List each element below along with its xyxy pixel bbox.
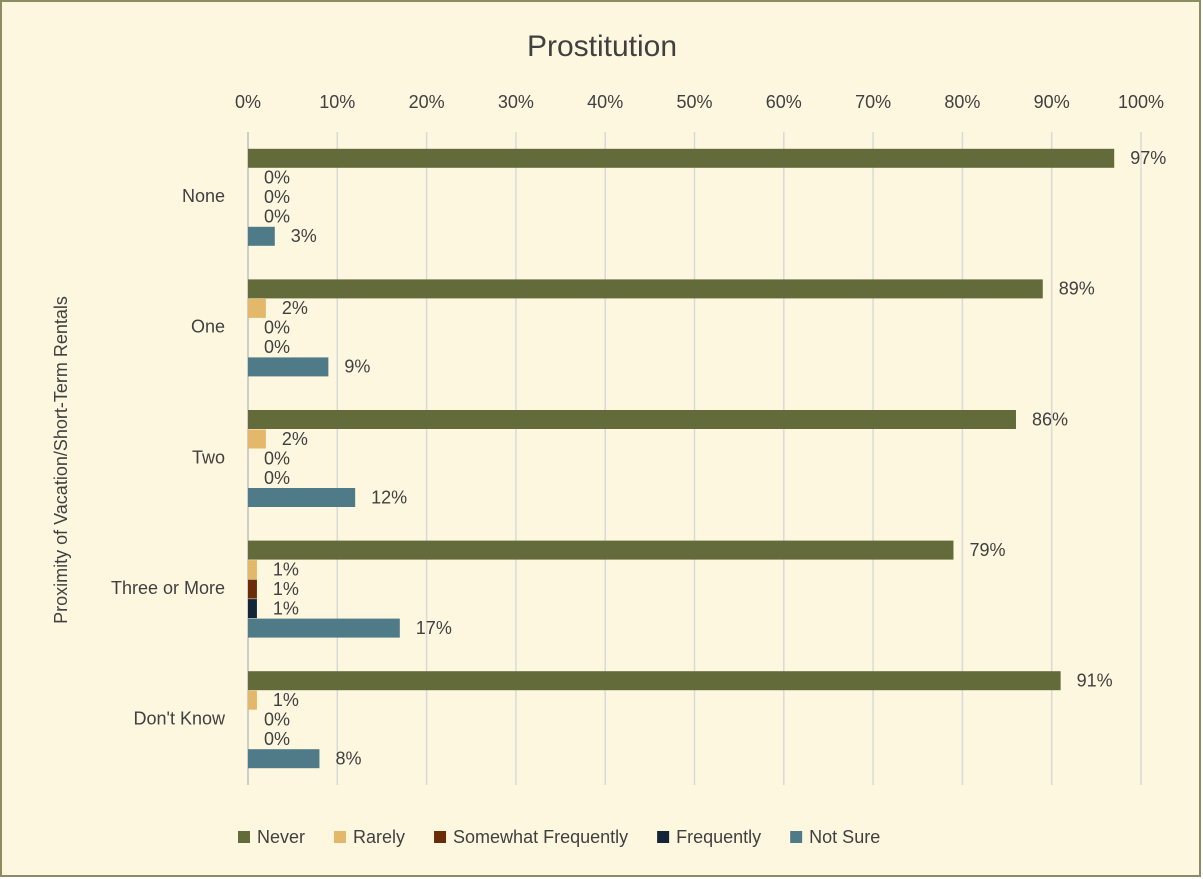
x-tick-label: 70% (855, 92, 891, 112)
data-label: 2% (282, 298, 308, 318)
legend-swatch (657, 831, 670, 843)
data-label: 1% (273, 579, 299, 599)
bar (248, 671, 1061, 691)
legend-label: Never (257, 827, 305, 847)
bar (248, 540, 954, 560)
data-label: 1% (273, 690, 299, 710)
legend-swatch (434, 831, 447, 843)
bar (248, 429, 266, 449)
bar (248, 749, 320, 769)
data-label: 86% (1032, 409, 1068, 429)
data-label: 3% (291, 226, 317, 246)
x-tick-label: 60% (766, 92, 802, 112)
x-tick-label: 100% (1118, 92, 1164, 112)
data-label: 0% (264, 207, 290, 227)
data-label: 89% (1059, 279, 1095, 299)
bar (248, 279, 1043, 299)
legend-swatch (790, 831, 803, 843)
x-tick-label: 80% (944, 92, 980, 112)
data-label: 0% (264, 729, 290, 749)
data-label: 79% (969, 540, 1005, 560)
legend-swatch (238, 831, 250, 843)
bar (248, 298, 266, 318)
data-label: 17% (416, 618, 452, 638)
bar (248, 579, 257, 599)
data-label: 1% (273, 598, 299, 618)
x-tick-label: 50% (676, 92, 712, 112)
bar (248, 618, 400, 638)
data-label: 97% (1130, 148, 1166, 168)
legend-label: Somewhat Frequently (453, 827, 628, 847)
y-axis-label: Proximity of Vacation/Short-Term Rentals (51, 296, 71, 624)
y-tick-label: Three or More (111, 578, 225, 598)
data-label: 2% (282, 429, 308, 449)
data-label: 91% (1077, 670, 1113, 690)
data-label: 0% (264, 168, 290, 188)
x-tick-label: 40% (587, 92, 623, 112)
legend-swatch (334, 831, 347, 843)
data-label: 9% (344, 357, 370, 377)
data-label: 0% (264, 318, 290, 338)
data-label: 8% (335, 748, 361, 768)
y-tick-label: One (191, 317, 225, 337)
bar (248, 488, 356, 507)
x-tick-label: 90% (1034, 92, 1070, 112)
data-label: 12% (371, 487, 407, 507)
data-label: 1% (273, 559, 299, 579)
x-tick-label: 30% (498, 92, 534, 112)
legend-label: Frequently (676, 827, 761, 847)
y-tick-label: Two (192, 447, 225, 467)
data-label: 0% (264, 468, 290, 488)
data-label: 0% (264, 709, 290, 729)
bar (248, 148, 1115, 168)
legend-label: Rarely (353, 827, 405, 847)
data-label: 0% (264, 448, 290, 468)
data-label: 0% (264, 187, 290, 207)
y-tick-label: None (182, 186, 225, 206)
data-label: 0% (264, 337, 290, 357)
bar (248, 410, 1016, 429)
y-tick-label: Don't Know (134, 708, 226, 728)
x-tick-label: 0% (235, 92, 261, 112)
bar (248, 599, 257, 619)
x-tick-label: 20% (409, 92, 445, 112)
bar (248, 560, 257, 580)
x-tick-label: 10% (319, 92, 355, 112)
chart-title: Prostitution (527, 30, 677, 63)
bar (248, 690, 257, 710)
bar (248, 357, 329, 377)
legend-label: Not Sure (809, 827, 880, 847)
bar (248, 226, 275, 246)
